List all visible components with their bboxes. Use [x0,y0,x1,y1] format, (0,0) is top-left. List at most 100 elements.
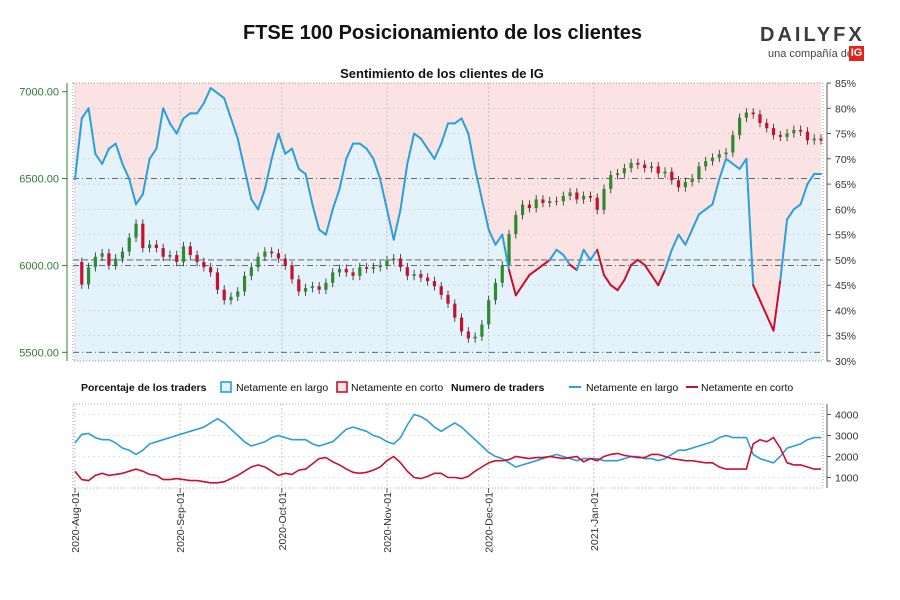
sentiment-line-segment [426,147,436,160]
candle-body [127,237,131,252]
sentiment-line-segment [223,97,232,120]
candle-body [704,161,708,167]
candle-body [731,135,735,153]
sentiment-line-segment [792,203,802,211]
net-short-count-line [74,436,821,484]
sentiment-line-segment [263,157,273,191]
sentiment-line-segment [697,208,707,216]
candle-body [710,157,715,162]
candle-body [188,246,192,256]
candle-body [114,258,118,266]
sentiment-line-segment [501,233,511,272]
sentiment-line-segment [487,228,497,246]
candle-body [527,204,531,209]
sentiment-line-segment [284,147,294,155]
sentiment-line-segment [535,263,544,272]
candle-body [331,272,335,283]
candle-body [256,256,260,268]
candle-body [670,171,674,181]
sentiment-line-segment [155,107,165,150]
sentiment-line-segment [562,253,572,266]
sentiment-line-segment [521,274,531,287]
sentiment-line-segment [752,284,761,302]
percent-tick-label: 60% [835,204,856,216]
sentiment-line-segment [345,142,355,160]
legend-short-swatch [336,381,348,393]
candle-body [270,251,274,254]
candle-body [344,268,348,273]
candle-body [249,267,253,276]
sentiment-line-segment [216,92,226,100]
candle-body [86,267,91,285]
sentiment-line-segment [338,157,348,191]
candle-body [337,268,342,273]
candle-body [554,201,559,203]
sentiment-line-segment [107,142,117,150]
sentiment-line-segment [657,269,667,287]
candle-body [195,255,199,262]
legend-count-short: Netamente en corto [701,382,793,394]
sentiment-line-segment [569,263,578,272]
sentiment-line-segment [365,147,375,160]
sentiment-line-segment [379,178,388,211]
candle-body [385,260,389,266]
sentiment-line-segment [575,248,585,272]
sentiment-line-segment [616,279,626,292]
candle-body [419,274,423,278]
sentiment-line-segment [433,142,443,160]
sentiment-line-segment [670,233,680,251]
sentiment-line-segment [494,233,504,246]
sentiment-line-segment [257,188,266,211]
sentiment-line-segment [630,258,639,266]
sentiment-line-segment [806,172,816,186]
brand-subtitle: una compañía de [768,48,854,60]
price-tick-label: 6500.00 [19,174,59,186]
trader-count-tick-label: 4000 [835,410,859,422]
sentiment-line-segment [440,122,449,145]
date-tick-label: 2020-Oct-01 [277,492,289,551]
candle-body [426,277,430,282]
candle-body [799,129,803,132]
candle-body [412,274,416,276]
candle-body [154,244,158,249]
candle-body [263,251,267,257]
candle-body [93,256,97,268]
candle-body [588,195,593,198]
candle-body [365,267,369,269]
net-long-area [75,88,821,361]
sentiment-line-segment [609,284,619,292]
sentiment-line-segment [555,248,565,256]
candle-body [582,195,586,200]
candle-body [215,272,220,290]
date-tick-label: 2020-Aug-01 [70,492,82,553]
candle-body [80,261,84,285]
candle-body [771,128,776,136]
percent-tick-label: 80% [835,103,856,115]
candle-body [643,164,647,169]
sentiment-line-segment [602,274,612,287]
sentiment-line-segment [731,162,741,170]
percent-tick-label: 30% [835,356,856,368]
candle-body [297,279,301,292]
sentiment-line-segment [582,248,592,261]
sentiment-line-segment [548,248,558,261]
sentiment-line-segment [419,137,429,150]
candle-body [459,317,464,332]
candle-body [805,131,810,141]
sentiment-line-segment [758,299,768,317]
sentiment-line-segment [786,208,795,221]
sentiment-line-segment [677,233,687,246]
candle-body [236,291,240,297]
legend-count-long: Netamente en largo [586,382,678,394]
trader-count-tick-label: 1000 [835,473,859,485]
candle-body [541,199,545,203]
sentiment-line-segment [324,208,334,236]
candle-body [107,253,111,266]
sentiment-line-segment [684,228,694,246]
sentiment-line-segment [385,208,395,241]
sentiment-line-segment [196,102,205,115]
sentiment-line-segment [718,157,728,181]
candle-body [751,112,755,115]
candle-body [676,180,681,188]
